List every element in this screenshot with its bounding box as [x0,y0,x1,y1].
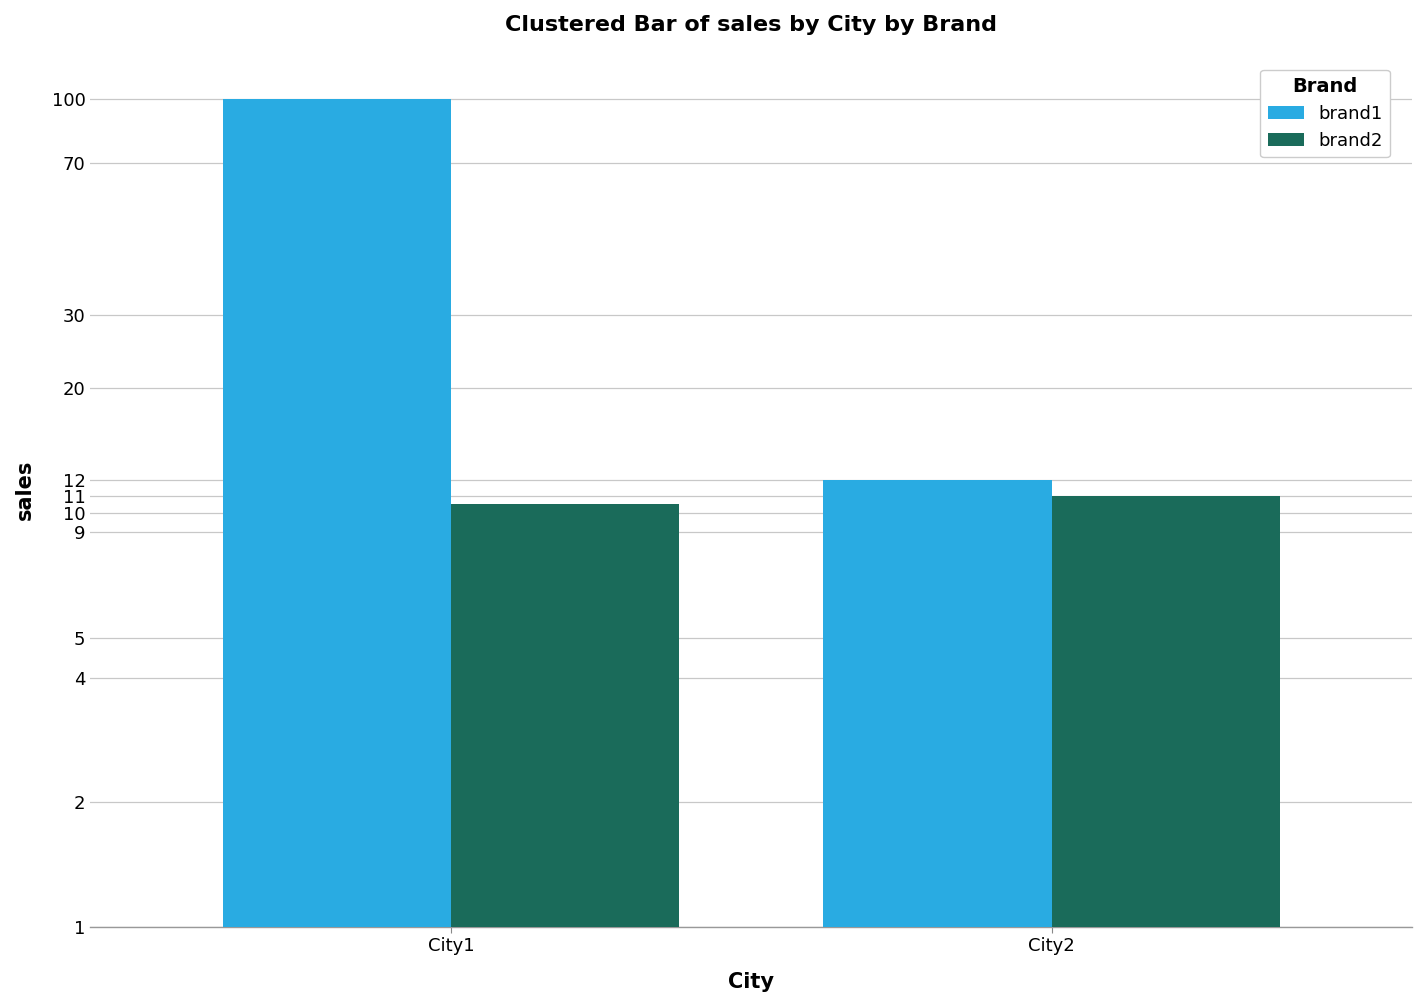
Bar [451,505,679,1007]
Bar [223,99,451,1007]
Bar [1052,495,1280,1007]
Y-axis label: sales: sales [16,459,36,520]
Bar [823,480,1052,1007]
Title: Clustered Bar of sales by City by Brand: Clustered Bar of sales by City by Brand [505,15,997,35]
Legend: brand1, brand2: brand1, brand2 [1260,69,1390,157]
X-axis label: City: City [728,972,775,992]
